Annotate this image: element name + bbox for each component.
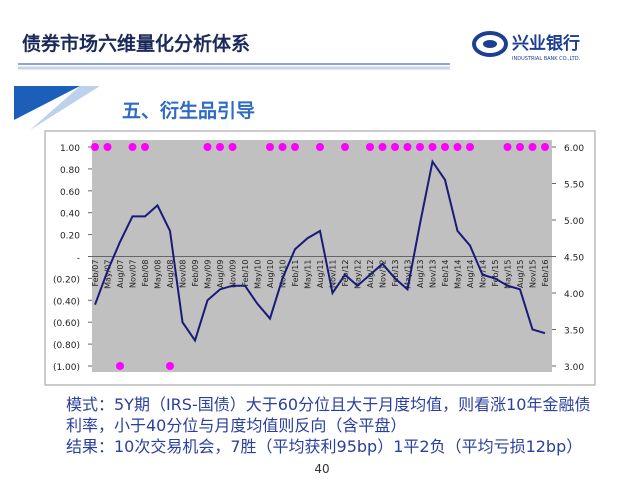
x-tick-label: Nov/10 (279, 260, 288, 289)
x-tick-label: Nov/09 (229, 260, 238, 289)
signal-marker (378, 143, 387, 151)
x-tick-label: Feb/16 (541, 260, 550, 287)
x-tick-label: May/14 (454, 260, 463, 289)
page-number: 40 (314, 462, 329, 476)
y-tick-label: - (77, 254, 80, 264)
signal-marker (128, 143, 137, 151)
x-tick-label: Nov/07 (129, 260, 138, 289)
x-tick-label: Feb/08 (141, 260, 150, 287)
signal-marker (91, 143, 99, 151)
signal-marker (291, 143, 299, 151)
signal-marker (391, 143, 399, 151)
x-tick-label: Feb/10 (241, 260, 250, 287)
y2-tick-label: 3.50 (564, 327, 584, 337)
y-tick-label: 1.00 (60, 144, 80, 154)
signal-marker (428, 143, 437, 151)
x-tick-label: Nov/15 (529, 260, 538, 289)
x-tick-label: Nov/13 (429, 260, 438, 289)
logo-subtitle: INDUSTRIAL BANK CO.,LTD. (512, 56, 581, 62)
signal-marker (541, 143, 549, 151)
x-tick-label: Nov/08 (179, 260, 188, 289)
logo: 兴业银行 INDUSTRIAL BANK CO.,LTD. (472, 31, 581, 62)
signal-marker (403, 143, 412, 151)
y2-tick-label: 5.00 (564, 217, 584, 227)
logo-name: 兴业银行 (512, 33, 580, 54)
y-tick-label: 0.20 (60, 232, 80, 242)
x-tick-label: Aug/08 (166, 260, 175, 289)
x-tick-label: Aug/07 (116, 260, 125, 289)
signal-marker (103, 143, 112, 151)
x-tick-label: Feb/11 (291, 260, 300, 287)
y-tick-label: 0.60 (60, 188, 80, 198)
paragraph: 结果：10次交易机会，7胜（平均获利95bp）1平2负（平均亏损12bp） (66, 437, 583, 456)
x-tick-label: May/10 (254, 260, 263, 289)
y-tick-label: (0.40) (53, 297, 80, 307)
y2-tick-label: 4.00 (564, 290, 584, 300)
x-tick-label: Feb/09 (191, 260, 200, 287)
section-title: 五、衍生品引导 (122, 99, 255, 122)
slide-title: 债券市场六维量化分析体系 (22, 32, 250, 55)
x-tick-label: Aug/09 (216, 260, 225, 289)
x-tick-label: May/13 (404, 260, 413, 289)
x-tick-label: Feb/12 (341, 260, 350, 287)
x-tick-label: Feb/14 (441, 260, 450, 287)
signal-marker (278, 143, 287, 151)
y2-tick-label: 3.00 (564, 363, 584, 373)
signal-marker (216, 143, 224, 151)
signal-marker (116, 362, 124, 370)
x-tick-label: Aug/14 (466, 260, 475, 289)
y-tick-label: (0.80) (53, 341, 80, 351)
paragraph: 模式：5Y期（IRS-国债）大于60分位且大于月度均值，则看涨10年金融债利率，… (66, 395, 591, 435)
x-tick-label: May/12 (354, 260, 363, 289)
x-tick-label: May/11 (304, 260, 313, 289)
x-tick-label: Feb/15 (491, 260, 500, 287)
x-tick-label: Aug/13 (416, 260, 425, 289)
signal-marker (141, 143, 149, 151)
y-tick-label: (0.60) (53, 319, 80, 329)
signal-marker (503, 143, 512, 151)
x-tick-label: May/08 (154, 260, 163, 289)
signal-marker (203, 143, 212, 151)
x-tick-label: Aug/11 (316, 260, 325, 289)
y-tick-label: (0.20) (53, 275, 80, 285)
y-tick-label: (1.00) (53, 363, 80, 373)
signal-marker (516, 143, 524, 151)
signal-marker (528, 143, 537, 151)
x-tick-label: Feb/07 (91, 260, 100, 287)
y-tick-label: 0.40 (60, 210, 80, 220)
x-tick-label: May/07 (104, 260, 113, 289)
x-tick-label: May/09 (204, 260, 213, 289)
y2-tick-label: 6.00 (564, 144, 584, 154)
signal-marker (316, 143, 324, 151)
signal-marker (441, 143, 449, 151)
y-tick-label: 0.80 (60, 166, 80, 176)
data-line (94, 159, 546, 343)
x-tick-label: Feb/13 (391, 260, 400, 287)
signal-marker (453, 143, 462, 151)
x-tick-label: Aug/10 (266, 260, 275, 289)
x-tick-label: Nov/12 (379, 260, 388, 289)
x-tick-label: Nov/11 (329, 260, 338, 289)
x-tick-label: May/15 (504, 260, 513, 289)
signal-marker (416, 143, 424, 151)
signal-marker (366, 143, 374, 151)
chart: 1.00 0.80 0.60 0.40 0.20 - (0.20) (0.40) (0.60) (… (53, 143, 584, 373)
signal-marker (341, 143, 349, 151)
signal-marker (228, 143, 237, 151)
signal-marker (166, 362, 174, 370)
signal-marker (466, 143, 474, 151)
y2-tick-label: 4.50 (564, 254, 584, 264)
y2-tick-label: 5.50 (564, 181, 584, 191)
signal-marker (266, 143, 274, 151)
x-tick-label: Aug/15 (516, 260, 525, 289)
